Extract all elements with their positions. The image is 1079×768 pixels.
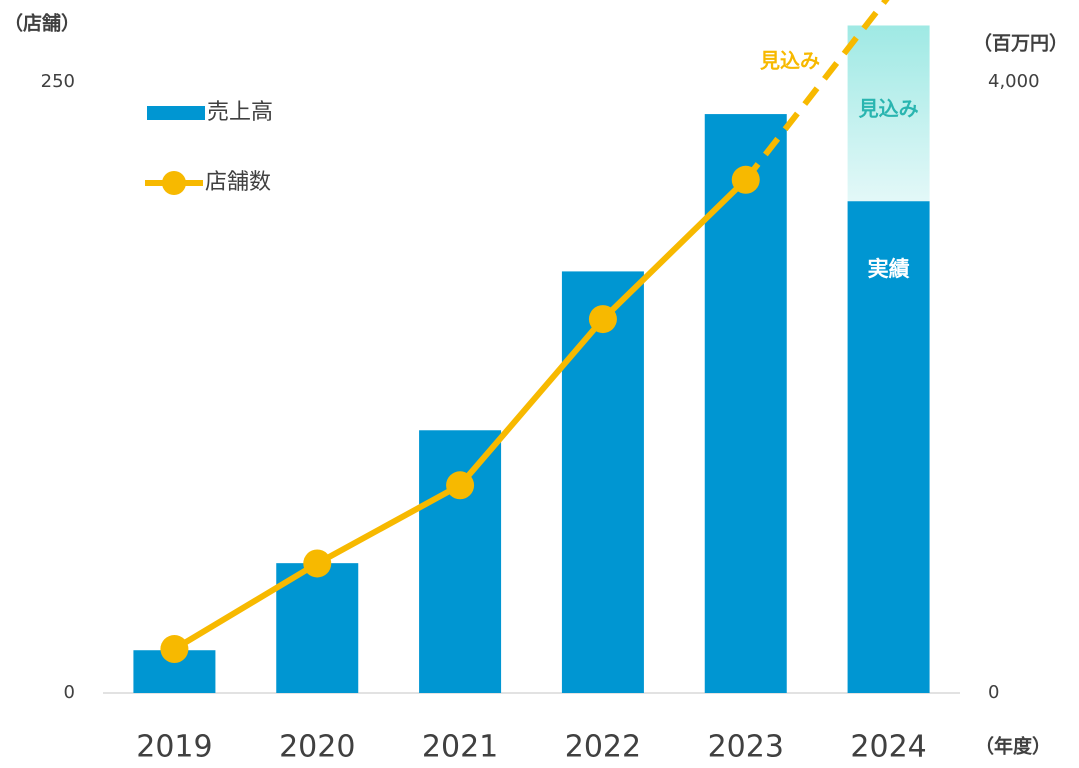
y2-axis-label: （百万円） [973,32,1068,55]
line-point [160,635,189,664]
y-axis-label: （店舗） [4,12,80,35]
bar [561,271,644,693]
x-tick-label: 2023 [708,730,784,765]
legend-label: 売上高 [207,100,273,125]
forecast-bar-label: 見込み [859,97,919,121]
y-tick-label: 0 [64,682,75,703]
bar [419,430,502,693]
x-tick-label: 2022 [565,730,641,765]
legend-marker [162,171,186,195]
bar [276,563,359,693]
forecast-line-label: 見込み [760,49,820,73]
bar [847,201,930,693]
bar-forecast [847,25,930,202]
line-point [446,471,475,500]
line-point [731,165,760,194]
x-tick-label: 2019 [136,730,212,765]
line-point [303,549,332,578]
y2-tick-label: 0 [988,682,999,703]
legend-swatch [147,106,205,120]
forecast-line [743,0,890,182]
y2-tick-label: 4,000 [988,71,1040,92]
x-tick-label: 2024 [850,730,926,765]
y-tick-label: 250 [41,71,75,92]
line-point [588,305,617,334]
bar [704,114,787,693]
x-axis-label: （年度） [975,735,1051,758]
actual-bar-label: 実績 [868,257,910,281]
x-tick-label: 2020 [279,730,355,765]
x-tick-label: 2021 [422,730,498,765]
legend-label: 店舗数 [205,170,271,195]
